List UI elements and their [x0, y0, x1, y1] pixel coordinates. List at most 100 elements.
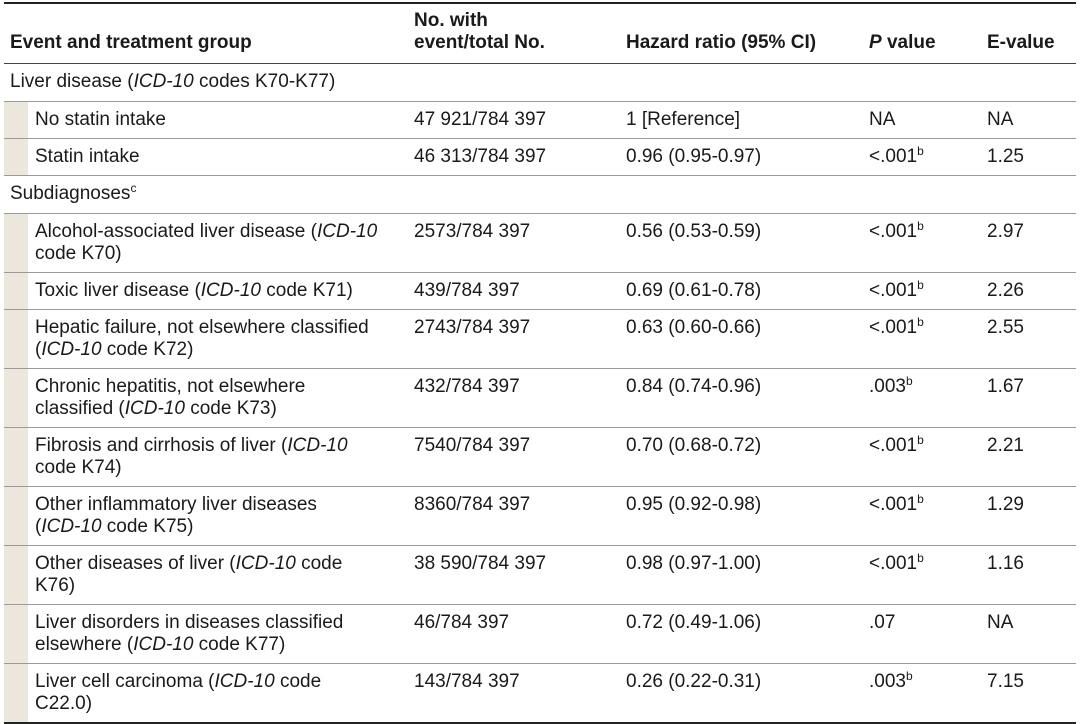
- footnote-marker: b: [917, 551, 924, 565]
- label-part: code K74): [35, 457, 122, 478]
- hazard-ratio-cell: 0.72 (0.49-1.06): [626, 612, 762, 633]
- section-subdiagnoses: Subdiagnosesc: [4, 176, 1076, 214]
- section-row-liver-disease: Liver disease (ICD-10 codes K70-K77): [4, 64, 1076, 102]
- footnote-marker: b: [917, 492, 924, 506]
- label-italic-part: ICD-10: [200, 280, 261, 301]
- label-italic-part: ICD-10: [316, 221, 378, 242]
- label-part: code K75): [101, 516, 194, 537]
- count-cell: 46 313/784 397: [414, 146, 547, 167]
- e-value-cell: 7.15: [987, 671, 1024, 692]
- event-cell: Fibrosis and cirrhosis of liver (ICD-10 …: [4, 428, 408, 487]
- label-part: code K72): [101, 339, 194, 360]
- table-row: Statin intake 46 313/784 397 0.96 (0.95-0.…: [4, 139, 1076, 176]
- count-cell: 439/784 397: [414, 280, 520, 301]
- count-cell: 432/784 397: [414, 376, 520, 397]
- label-part: Hepatic failure, not elsewhere classifie…: [35, 317, 369, 360]
- label-italic-part: ICD-10: [287, 435, 348, 456]
- p-value: <.001: [869, 435, 918, 456]
- hazard-ratio-cell: 0.56 (0.53-0.59): [626, 221, 762, 242]
- event-cell: Chronic hepatitis, not elsewhere classif…: [4, 369, 408, 428]
- footnote-marker: b: [917, 433, 924, 447]
- p-value-cell: <.001b: [863, 139, 981, 176]
- section-text-italic: ICD-10: [133, 71, 194, 92]
- hazard-ratio-cell: 0.96 (0.95-0.97): [626, 146, 762, 167]
- header-e-value: E-value: [987, 32, 1055, 53]
- event-label: No statin intake: [28, 102, 172, 138]
- footnote-marker: b: [917, 315, 924, 329]
- event-label: Toxic liver disease (ICD-10 code K71): [28, 273, 359, 309]
- label-italic-part: ICD-10: [235, 553, 296, 574]
- label-part: No statin intake: [35, 109, 166, 130]
- count-cell: 8360/784 397: [414, 494, 531, 515]
- p-value: .003: [869, 671, 906, 692]
- table-row: Liver disorders in diseases classified e…: [4, 605, 1076, 664]
- event-label: Liver cell carcinoma (ICD-10 code C22.0): [28, 664, 327, 722]
- event-cell: Statin intake: [4, 139, 408, 176]
- p-value: <.001: [869, 221, 918, 242]
- event-label: Statin intake: [28, 139, 146, 175]
- indent-shade: [4, 139, 28, 175]
- p-value: NA: [869, 109, 896, 130]
- label-part: Alcohol-associated liver disease (: [35, 221, 317, 242]
- indent-shade: [4, 310, 28, 368]
- label-part: Liver cell carcinoma (: [35, 671, 215, 692]
- section-row-subdiagnoses: Subdiagnosesc: [4, 176, 1076, 214]
- e-value-cell: 2.55: [987, 317, 1024, 338]
- hazard-ratio-cell: 0.26 (0.22-0.31): [626, 671, 762, 692]
- label-italic-part: ICD-10: [214, 671, 275, 692]
- label-italic-part: ICD-10: [133, 634, 194, 655]
- label-part: Liver disorders in diseases classified e…: [35, 612, 344, 655]
- count-cell: 7540/784 397: [414, 435, 531, 456]
- event-cell: No statin intake: [4, 102, 408, 139]
- event-cell: Other inflammatory liver diseases (ICD-1…: [4, 487, 408, 546]
- event-label: Hepatic failure, not elsewhere classifie…: [28, 310, 375, 368]
- label-part: Fibrosis and cirrhosis of liver (: [35, 435, 288, 456]
- p-value: <.001: [869, 553, 918, 574]
- indent-shade: [4, 214, 28, 272]
- hazard-ratio-cell: 0.63 (0.60-0.66): [626, 317, 762, 338]
- label-part: code K77): [193, 634, 286, 655]
- e-value-cell: NA: [987, 612, 1014, 633]
- indent-shade: [4, 487, 28, 545]
- hazard-ratio-cell: 0.70 (0.68-0.72): [626, 435, 762, 456]
- event-label: Liver disorders in diseases classified e…: [28, 605, 349, 663]
- label-part: code K73): [184, 398, 277, 419]
- header-p-word: value: [881, 32, 936, 53]
- table-row: Toxic liver disease (ICD-10 code K71) 439…: [4, 273, 1076, 310]
- indent-shade: [4, 546, 28, 604]
- event-label: Other diseases of liver (ICD-10 code K76…: [28, 546, 348, 604]
- section-text: Liver disease (: [10, 71, 134, 92]
- e-value-cell: 1.29: [987, 494, 1024, 515]
- e-value-cell: 2.97: [987, 221, 1024, 242]
- event-label: Alcohol-associated liver disease (ICD-10…: [28, 214, 383, 272]
- label-part: code K76): [35, 553, 343, 596]
- p-value: <.001: [869, 280, 918, 301]
- label-part: Other diseases of liver (: [35, 553, 236, 574]
- section-text: Subdiagnoses: [10, 183, 131, 204]
- label-part: code K70): [35, 243, 122, 264]
- e-value-cell: 1.67: [987, 376, 1024, 397]
- section-text: codes K70-K77): [193, 71, 336, 92]
- e-value-cell: 1.25: [987, 146, 1024, 167]
- indent-shade: [4, 369, 28, 427]
- table-row: Other diseases of liver (ICD-10 code K76…: [4, 546, 1076, 605]
- table-row: Liver cell carcinoma (ICD-10 code C22.0)…: [4, 664, 1076, 724]
- section-liver-disease: Liver disease (ICD-10 codes K70-K77): [4, 64, 1076, 102]
- p-value-cell: <.001b: [863, 214, 981, 273]
- p-value-cell: .003b: [863, 664, 981, 724]
- indent-shade: [4, 102, 28, 138]
- label-italic-part: ICD-10: [124, 398, 185, 419]
- e-value-cell: NA: [987, 109, 1014, 130]
- count-cell: 2573/784 397: [414, 221, 531, 242]
- event-cell: Other diseases of liver (ICD-10 code K76…: [4, 546, 408, 605]
- table-row: Alcohol-associated liver disease (ICD-10…: [4, 214, 1076, 273]
- label-part: Chronic hepatitis, not elsewhere classif…: [35, 376, 306, 419]
- e-value-cell: 1.16: [987, 553, 1024, 574]
- hazard-ratio-cell: 0.69 (0.61-0.78): [626, 280, 762, 301]
- event-label: Other inflammatory liver diseases (ICD-1…: [28, 487, 323, 545]
- table-row: Other inflammatory liver diseases (ICD-1…: [4, 487, 1076, 546]
- p-value-cell: .003b: [863, 369, 981, 428]
- count-cell: 38 590/784 397: [414, 553, 547, 574]
- table-row: Fibrosis and cirrhosis of liver (ICD-10 …: [4, 428, 1076, 487]
- header-p-value: P value: [863, 3, 981, 64]
